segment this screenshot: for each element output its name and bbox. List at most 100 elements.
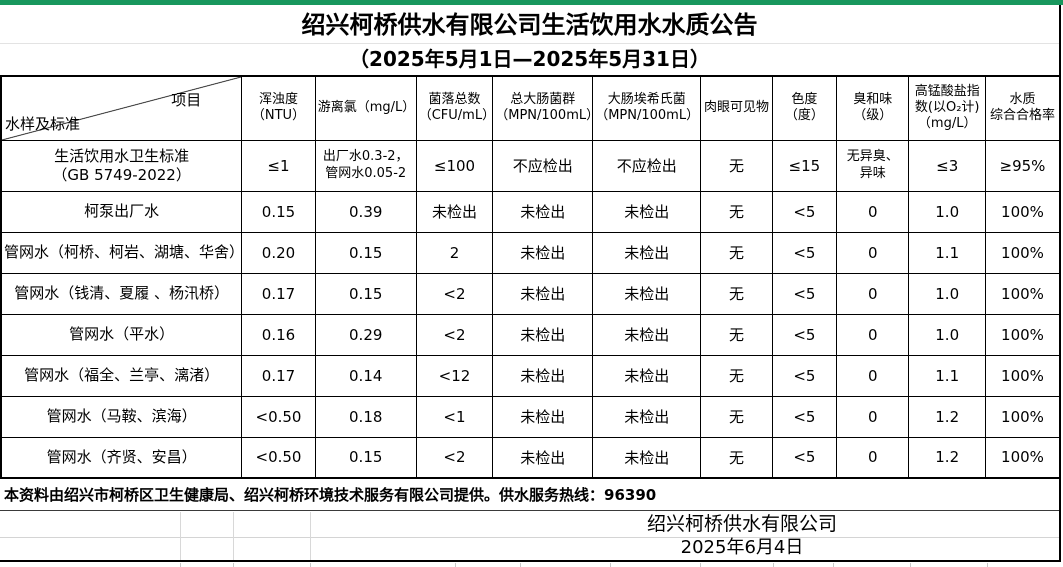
table-cell: 不应检出 (492, 139, 594, 192)
table-cell: 0.15 (241, 190, 316, 233)
table-cell: <5 (771, 354, 838, 397)
table-cell: 0 (836, 436, 910, 479)
table-cell: 100% (984, 395, 1061, 438)
table-cell: 1.0 (908, 272, 986, 315)
table-cell: <5 (771, 231, 838, 274)
page-title: 绍兴柯桥供水有限公司生活饮用水水质公告 (0, 5, 1059, 44)
table-row: 管网水（钱清、夏履 、杨汛桥） 0.17 0.15 <2 未检出 未检出 无 <… (0, 272, 1061, 315)
row-label: 管网水（齐贤、安昌） (0, 436, 243, 479)
table-cell: 0.15 (314, 436, 417, 479)
column-header-colony-count: 菌落总数 （CFU/mL） (415, 75, 494, 141)
gridline (310, 512, 311, 560)
table-cell: <5 (771, 436, 838, 479)
table-cell: 1.0 (908, 313, 986, 356)
table-cell: 无异臭、 异味 (836, 139, 910, 192)
table-cell: 1.1 (908, 354, 986, 397)
table-cell: 0.20 (241, 231, 316, 274)
table-cell: 未检出 (592, 272, 702, 315)
table-row: 柯泵出厂水 0.15 0.39 未检出 未检出 未检出 无 <5 0 1.0 1… (0, 190, 1061, 233)
table-cell: <0.50 (241, 395, 316, 438)
table-cell: 未检出 (492, 395, 594, 438)
table-cell: 0.39 (314, 190, 417, 233)
gridline-stub (233, 563, 234, 567)
table-cell: 100% (984, 436, 1061, 479)
table-cell: 未检出 (415, 190, 494, 233)
column-header-odor: 臭和味 （级） (836, 75, 910, 141)
table-cell: 100% (984, 272, 1061, 315)
table-row: 管网水（福全、兰亭、漓渚） 0.17 0.14 <12 未检出 未检出 无 <5… (0, 354, 1061, 397)
table-cell: <2 (415, 313, 494, 356)
table-cell: 未检出 (492, 272, 594, 315)
table-cell: 0 (836, 395, 910, 438)
row-label: 管网水（平水） (0, 313, 243, 356)
table-cell: 无 (700, 272, 773, 315)
table-cell: 0 (836, 272, 910, 315)
table-cell: 0 (836, 354, 910, 397)
table-cell: 未检出 (492, 436, 594, 479)
table-cell: 100% (984, 354, 1061, 397)
footer-date-row: 2025年6月4日 (0, 538, 1059, 560)
table-row: 生活饮用水卫生标准 （GB 5749-2022） ≤1 出厂水0.3-2， 管网… (0, 139, 1061, 192)
table-cell: 0.15 (314, 272, 417, 315)
footer-date: 2025年6月4日 (680, 537, 804, 558)
gridline-stub (310, 563, 311, 567)
table-cell: 2 (415, 231, 494, 274)
corner-label-sample: 水样及标准 (5, 114, 81, 133)
table-cell: 未检出 (592, 313, 702, 356)
table-cell: 1.2 (908, 395, 986, 438)
date-range-subtitle: （2025年5月1日—2025年5月31日） (349, 47, 710, 71)
table-cell: 0.17 (241, 272, 316, 315)
table-cell: <5 (771, 272, 838, 315)
gridline (180, 512, 181, 560)
table-cell: 1.0 (908, 190, 986, 233)
footer-company-name: 绍兴柯桥供水有限公司 (646, 513, 837, 535)
table-cell: <5 (771, 313, 838, 356)
table-cell: 100% (984, 190, 1061, 233)
table-cell: 0.15 (314, 231, 417, 274)
gridline-stub (987, 563, 988, 567)
table-cell: 未检出 (492, 313, 594, 356)
table-cell: 未检出 (592, 395, 702, 438)
water-quality-table: 项目 水样及标准 浑浊度 （NTU） 游离氯（mg/L） 菌落总数 （CFU/m… (0, 75, 1061, 479)
table-cell: 无 (700, 139, 773, 192)
table-cell: 0.18 (314, 395, 417, 438)
table-cell: 无 (700, 436, 773, 479)
footer-company-row: 绍兴柯桥供水有限公司 (0, 512, 1059, 538)
row-label: 管网水（柯桥、柯岩、湖塘、华舍） (0, 231, 243, 274)
header-row: 项目 水样及标准 浑浊度 （NTU） 游离氯（mg/L） 菌落总数 （CFU/m… (0, 75, 1061, 141)
table-row: 管网水（平水） 0.16 0.29 <2 未检出 未检出 无 <5 0 1.0 … (0, 313, 1061, 356)
row-label: 柯泵出厂水 (0, 190, 243, 233)
column-header-permanganate: 高锰酸盐指数(以O₂计) （mg/L） (908, 75, 986, 141)
corner-label-project: 项目 (171, 91, 202, 109)
table-cell: 0 (836, 313, 910, 356)
table-cell: <1 (415, 395, 494, 438)
row-label: 管网水（福全、兰亭、漓渚） (0, 354, 243, 397)
table-cell: 未检出 (492, 231, 594, 274)
row-label: 管网水（马鞍、滨海） (0, 395, 243, 438)
gridline-stub (833, 563, 834, 567)
table-cell: 0.17 (241, 354, 316, 397)
table-cell: <2 (415, 272, 494, 315)
table-cell: 无 (700, 354, 773, 397)
column-header-free-chlorine: 游离氯（mg/L） (314, 75, 417, 141)
column-header-ecoli: 大肠埃希氏菌 （MPN/100mL） (592, 75, 702, 141)
table-cell: 无 (700, 231, 773, 274)
gridline-stub (910, 563, 911, 567)
table-row: 管网水（齐贤、安昌） <0.50 0.15 <2 未检出 未检出 无 <5 0 … (0, 436, 1061, 479)
gridline-stub (520, 563, 521, 567)
table-row: 管网水（柯桥、柯岩、湖塘、华舍） 0.20 0.15 2 未检出 未检出 无 <… (0, 231, 1061, 274)
table-cell: 1.1 (908, 231, 986, 274)
table-cell: 无 (700, 395, 773, 438)
gridline-stub (610, 563, 611, 567)
column-header-turbidity: 浑浊度 （NTU） (241, 75, 316, 141)
table-cell: ≤3 (908, 139, 986, 192)
gridline-stub (700, 563, 701, 567)
column-header-visible-matter: 肉眼可见物 (700, 75, 773, 141)
gridline (233, 512, 234, 560)
table-cell: ≤1 (241, 139, 316, 192)
column-header-pass-rate: 水质 综合合格率 (984, 75, 1061, 141)
table-cell: 无 (700, 190, 773, 233)
table-cell: 100% (984, 313, 1061, 356)
gridline-stub (773, 563, 774, 567)
